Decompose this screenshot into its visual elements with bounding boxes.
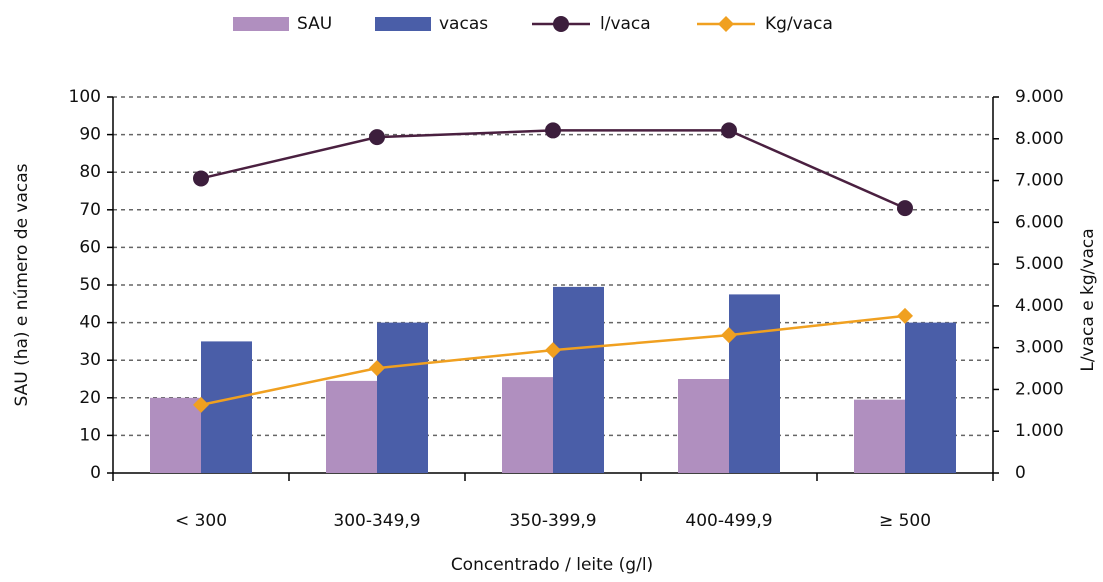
y-tick-label: 30: [79, 350, 101, 370]
bar: [326, 380, 377, 473]
y2-tick-label: 4.000: [1015, 296, 1064, 316]
bar: [150, 397, 201, 473]
y-tick-label: 100: [69, 87, 101, 107]
marker: [369, 360, 385, 377]
line: [200, 129, 906, 210]
y2-tick-label: 5.000: [1015, 254, 1064, 274]
y-tick-label: 60: [79, 237, 101, 257]
y2-tick-label: 1.000: [1015, 421, 1064, 441]
x-tick-label: < 300: [175, 511, 227, 531]
bar: [905, 322, 956, 473]
y-tick-label: 70: [79, 200, 101, 220]
y-tick-label: 10: [79, 425, 101, 445]
y2-tick-label: 7.000: [1015, 171, 1064, 191]
bar: [553, 286, 604, 473]
y2-tick-label: 6.000: [1015, 212, 1064, 232]
legend-label: vacas: [439, 14, 488, 34]
x-tick-label: 400-499,9: [685, 511, 772, 531]
y-tick-label: 80: [79, 162, 101, 182]
x-axis-label: Concentrado / leite (g/l): [451, 555, 653, 575]
bar: [502, 377, 553, 473]
marker: [193, 170, 209, 187]
y2-tick-label: 9.000: [1015, 87, 1064, 107]
marker: [545, 342, 561, 359]
legend-marker: [718, 16, 734, 32]
legend-swatch: [375, 17, 431, 31]
y2-axis-label: L/vaca e kg/vaca: [1078, 228, 1098, 371]
legend-label: SAU: [297, 14, 332, 34]
legend-swatch: [233, 17, 289, 31]
legend-marker: [553, 16, 569, 32]
y2-tick-label: 0: [1015, 463, 1026, 483]
marker: [897, 200, 913, 217]
marker: [721, 122, 737, 139]
y-tick-label: 40: [79, 313, 101, 333]
bar: [729, 294, 780, 473]
marker: [897, 307, 913, 324]
y2-tick-label: 2.000: [1015, 379, 1064, 399]
x-tick-label: ≥ 500: [879, 511, 931, 531]
y2-tick-label: 3.000: [1015, 338, 1064, 358]
y-tick-label: 50: [79, 275, 101, 295]
x-tick-label: 300-349,9: [333, 511, 420, 531]
marker: [193, 396, 209, 413]
legend-label: Kg/vaca: [765, 14, 833, 34]
marker: [369, 129, 385, 146]
bar: [854, 399, 905, 473]
marker: [721, 327, 737, 344]
x-tick-label: 350-399,9: [509, 511, 596, 531]
y-axis-label: SAU (ha) e número de vacas: [12, 163, 32, 406]
marker: [545, 122, 561, 139]
bar: [678, 379, 729, 473]
y-tick-label: 20: [79, 388, 101, 408]
bar: [201, 341, 252, 473]
y2-tick-label: 8.000: [1015, 129, 1064, 149]
bar: [377, 322, 428, 473]
legend-label: l/vaca: [600, 14, 651, 34]
y-tick-label: 0: [90, 463, 101, 483]
y-tick-label: 90: [79, 125, 101, 145]
